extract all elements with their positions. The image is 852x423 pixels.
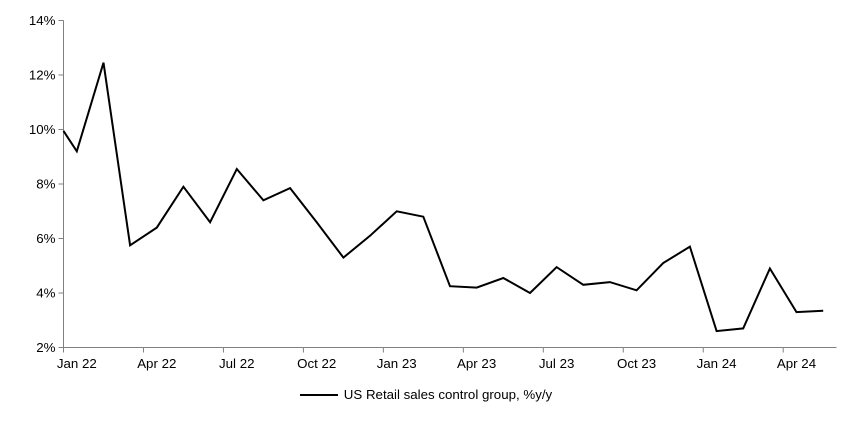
x-tick-label: Apr 23 (457, 356, 496, 371)
legend-label: US Retail sales control group, %y/y (343, 387, 553, 402)
x-tick-labels: Jan 22 Apr 22 Jul 22 Oct 22 Jan 23 Apr 23 Jul … (57, 356, 816, 371)
x-tick-label: Jan 22 (57, 356, 97, 371)
line-chart: 2% 4% 6% 8% 10% 12% 14% Jan 22 Apr 22 Jul 22 Oct 2… (29, 13, 837, 371)
y-tick-label: 12% (29, 68, 56, 83)
data-line (62, 62, 824, 333)
x-tick-label: Jan 23 (377, 356, 417, 371)
x-tick-label: Jul 23 (539, 356, 574, 371)
y-tick-label: 2% (36, 340, 55, 355)
chart-legend: US Retail sales control group, %y/y (0, 387, 852, 402)
x-tick-label: Apr 24 (777, 356, 816, 371)
legend-line-marker (299, 393, 338, 396)
x-tick-label: Jul 22 (219, 356, 254, 371)
y-tick-label: 4% (36, 286, 55, 301)
y-tick-label: 14% (29, 13, 56, 28)
y-tick-label: 6% (36, 231, 55, 246)
y-tick-labels: 2% 4% 6% 8% 10% 12% 14% (29, 13, 56, 355)
y-tick-label: 8% (36, 177, 55, 192)
x-tick-label: Oct 22 (297, 356, 336, 371)
x-tick-label: Oct 23 (617, 356, 656, 371)
x-tick-label: Jan 24 (697, 356, 737, 371)
y-tick-label: 10% (29, 122, 56, 137)
x-tick-label: Apr 22 (137, 356, 176, 371)
axes (58, 20, 837, 353)
